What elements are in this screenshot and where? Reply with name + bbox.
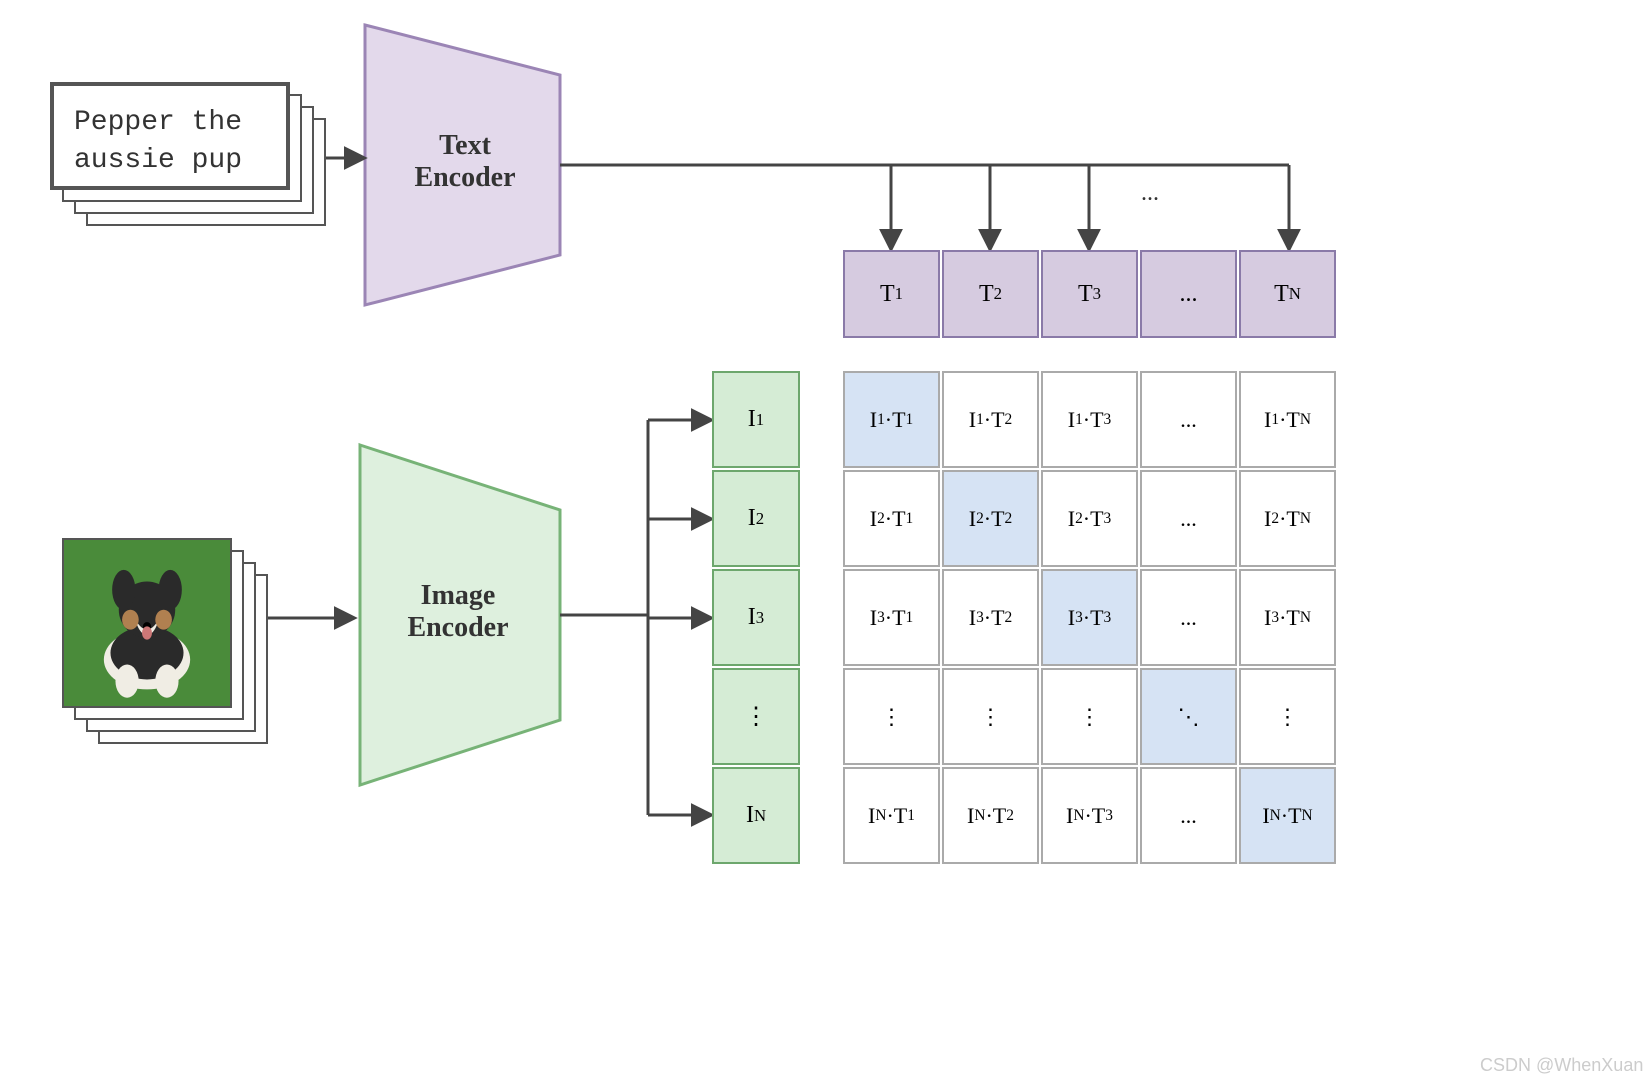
image-embedding-ellipsis: ⋮ xyxy=(712,668,800,765)
image-embedding-3: I3 xyxy=(712,569,800,666)
matrix-cell-r2-c3: ... xyxy=(1140,569,1237,666)
matrix-cell-r3-c0: ⋮ xyxy=(843,668,940,765)
matrix-cell-r4-c3: ... xyxy=(1140,767,1237,864)
matrix-cell-r1-c4: I2·TN xyxy=(1239,470,1336,567)
matrix-cell-r0-c1: I1·T2 xyxy=(942,371,1039,468)
text-input-line1: Pepper the xyxy=(74,107,242,138)
matrix-cell-r0-c0: I1·T1 xyxy=(843,371,940,468)
matrix-cell-r4-c2: IN·T3 xyxy=(1041,767,1138,864)
matrix-cell-r0-c3: ... xyxy=(1140,371,1237,468)
matrix-cell-r1-c0: I2·T1 xyxy=(843,470,940,567)
matrix-cell-r2-c0: I3·T1 xyxy=(843,569,940,666)
image-input-card xyxy=(62,538,232,708)
matrix-cell-r4-c0: IN·T1 xyxy=(843,767,940,864)
matrix-cell-r1-c3: ... xyxy=(1140,470,1237,567)
dog-image-placeholder xyxy=(64,540,230,706)
matrix-cell-r0-c2: I1·T3 xyxy=(1041,371,1138,468)
text-encoder-label: TextEncoder xyxy=(395,130,535,194)
matrix-cell-r3-c3: ⋱ xyxy=(1140,668,1237,765)
image-embedding-N: IN xyxy=(712,767,800,864)
matrix-cell-r3-c2: ⋮ xyxy=(1041,668,1138,765)
matrix-cell-r3-c1: ⋮ xyxy=(942,668,1039,765)
image-encoder-label: ImageEncoder xyxy=(388,580,528,644)
text-row-ellipsis-above: ... xyxy=(1120,180,1180,207)
image-embedding-1: I1 xyxy=(712,371,800,468)
text-input-line2: aussie pup xyxy=(74,145,242,176)
matrix-cell-r2-c1: I3·T2 xyxy=(942,569,1039,666)
matrix-cell-r4-c1: IN·T2 xyxy=(942,767,1039,864)
text-embedding-2: T2 xyxy=(942,250,1039,338)
matrix-cell-r1-c1: I2·T2 xyxy=(942,470,1039,567)
matrix-cell-r0-c4: I1·TN xyxy=(1239,371,1336,468)
text-input-card: Pepper the aussie pup xyxy=(50,82,290,190)
image-embedding-2: I2 xyxy=(712,470,800,567)
matrix-cell-r1-c2: I2·T3 xyxy=(1041,470,1138,567)
text-embedding-N: TN xyxy=(1239,250,1336,338)
matrix-cell-r2-c2: I3·T3 xyxy=(1041,569,1138,666)
matrix-cell-r4-c4: IN·TN xyxy=(1239,767,1336,864)
text-embedding-1: T1 xyxy=(843,250,940,338)
matrix-cell-r2-c4: I3·TN xyxy=(1239,569,1336,666)
text-embedding-3: T3 xyxy=(1041,250,1138,338)
text-embedding-ellipsis: ... xyxy=(1140,250,1237,338)
matrix-cell-r3-c4: ⋮ xyxy=(1239,668,1336,765)
watermark: CSDN @WhenXuan xyxy=(1480,1055,1643,1076)
